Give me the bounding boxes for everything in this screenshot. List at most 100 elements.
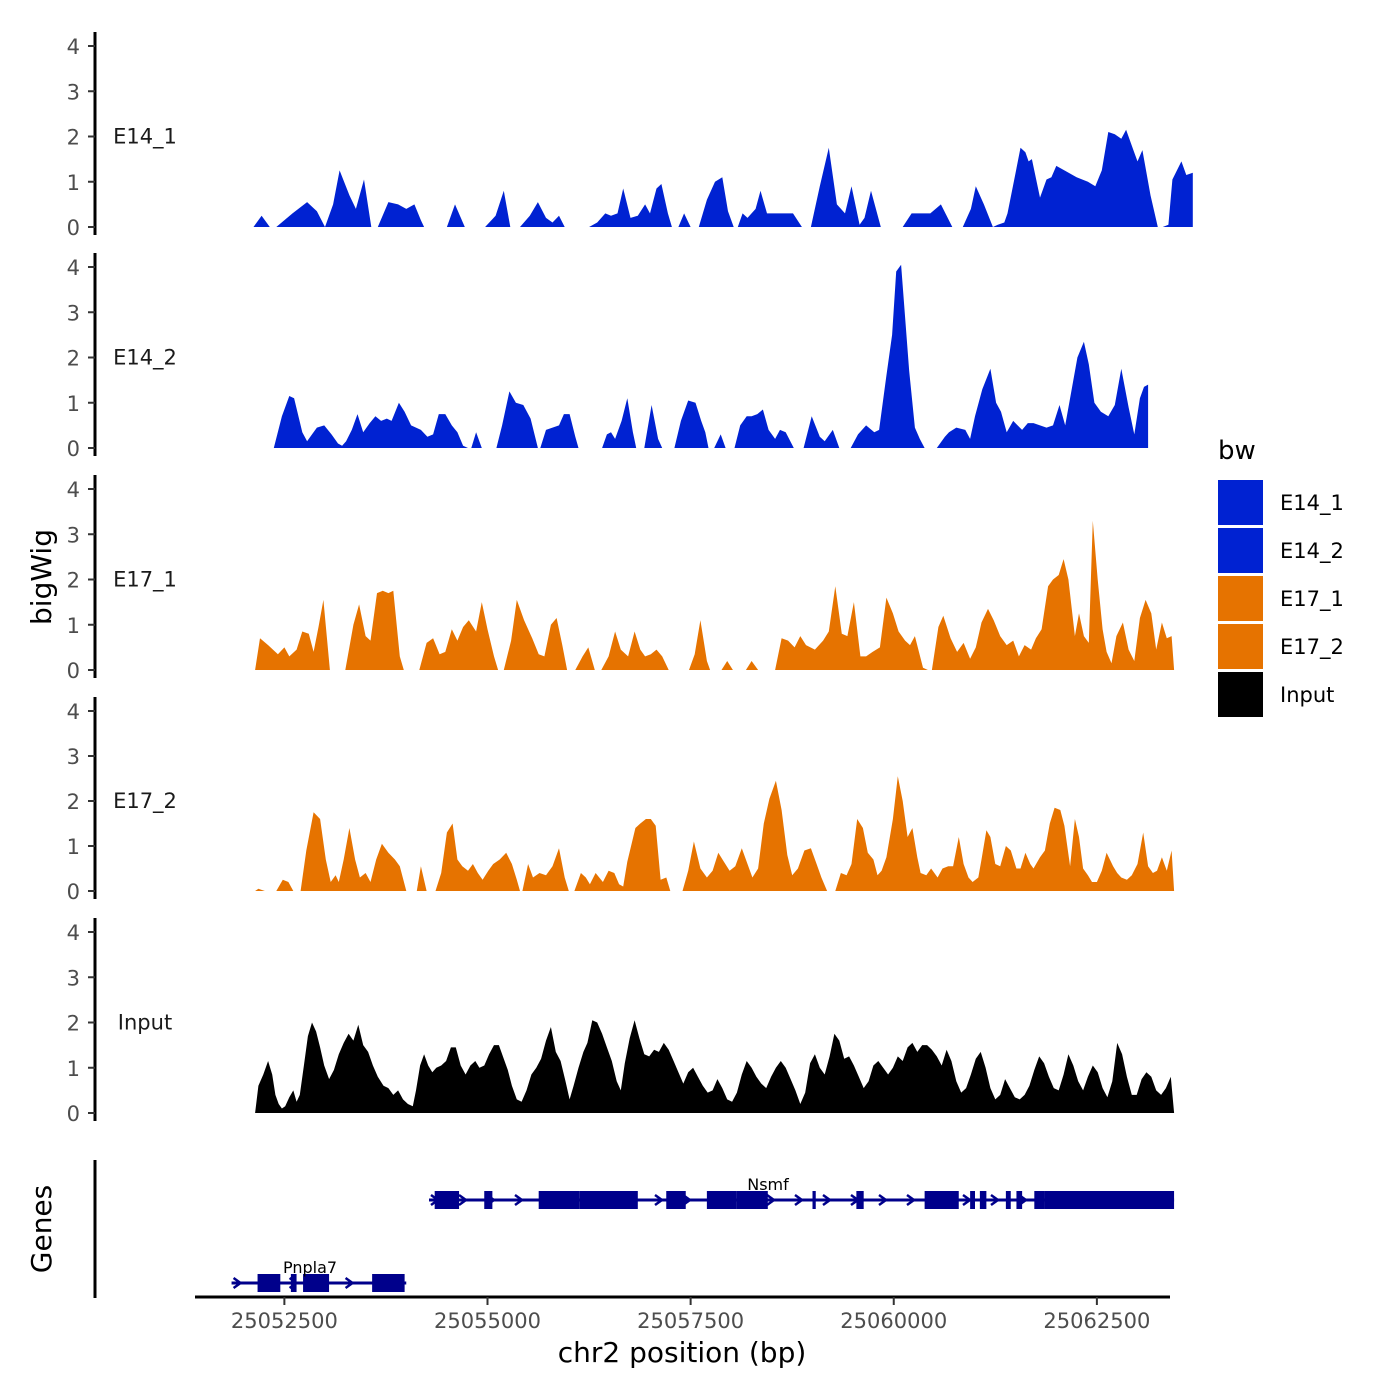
signal-area-E14_2 [273, 396, 468, 448]
signal-area-E17_2 [835, 776, 1175, 891]
x-tick-label: 25057500 [637, 1309, 744, 1333]
signal-tracks: 0 1 2 3 4 E14_1 0 1 2 3 4 E14_2 0 1 2 3 4 E17_1 0 1 2 3 4 E17_2… [67, 32, 1193, 1126]
y-tick-label: 1 [67, 1057, 80, 1081]
signal-area-Input [255, 1020, 1175, 1113]
signal-area-E17_1 [745, 661, 759, 670]
strand-arrow [878, 1193, 889, 1207]
y-tick-label: 1 [67, 614, 80, 638]
signal-area-E17_1 [601, 631, 669, 670]
y-tick-label: 2 [67, 347, 80, 371]
signal-area-E14_1 [1162, 161, 1193, 227]
gene-exon [812, 1191, 816, 1209]
gene-exon [579, 1191, 638, 1209]
signal-area-E14_1 [446, 204, 465, 227]
signal-area-E17_1 [689, 620, 711, 670]
signal-area-E14_1 [485, 190, 511, 227]
track-Input: 0 1 2 3 4 Input [67, 918, 1175, 1126]
gene-exon [706, 1191, 737, 1209]
track-E14_2: 0 1 2 3 4 E14_2 [67, 253, 1149, 461]
gene-exon [970, 1191, 975, 1209]
x-tick-label: 25062500 [1043, 1309, 1150, 1333]
signal-area-E14_1 [520, 202, 565, 227]
y-axis-title: bigWig [25, 529, 58, 625]
strand-arrow [458, 1193, 469, 1207]
gene-Pnpla7: Pnpla7 [231, 1258, 407, 1292]
signal-area-E14_1 [962, 129, 1158, 227]
track-E17_1: 0 1 2 3 4 E17_1 [67, 475, 1175, 683]
y-tick-label: 3 [67, 966, 80, 990]
x-tick-label: 25060000 [840, 1309, 947, 1333]
genes-axis-title: Genes [25, 1185, 58, 1273]
legend-swatch-E14_1 [1218, 480, 1263, 525]
y-tick-label: 4 [67, 256, 80, 280]
signal-area-E14_2 [674, 400, 709, 448]
signal-area-E14_2 [602, 398, 637, 448]
signal-area-E17_2 [416, 866, 427, 891]
y-tick-label: 3 [67, 745, 80, 769]
signal-area-E17_2 [300, 812, 407, 891]
signal-area-E17_1 [775, 586, 928, 670]
gene-exon [1034, 1191, 1045, 1209]
gene-exon [924, 1191, 959, 1209]
gene-exon [257, 1274, 281, 1292]
legend-label: E14_2 [1280, 539, 1344, 564]
signal-area-E14_1 [377, 202, 425, 227]
signal-area-E17_1 [255, 599, 330, 670]
signal-area-E17_2 [435, 823, 520, 891]
y-tick-label: 4 [67, 700, 80, 724]
track-label: Input [118, 1011, 172, 1035]
track-E17_2: 0 1 2 3 4 E17_2 [67, 697, 1175, 904]
legend-swatch-E17_2 [1218, 624, 1263, 669]
strand-arrow [906, 1193, 917, 1207]
gene-Nsmf: Nsmf [429, 1175, 1175, 1209]
y-tick-label: 0 [67, 216, 80, 240]
strand-arrow [822, 1193, 833, 1207]
gene-exon [290, 1274, 297, 1292]
gene-label: Nsmf [747, 1175, 789, 1194]
gene-label: Pnpla7 [283, 1258, 337, 1277]
y-tick-label: 4 [67, 921, 80, 945]
signal-area-E14_2 [936, 341, 1149, 448]
gene-exon [372, 1274, 405, 1292]
gene-exon [434, 1191, 460, 1209]
signal-area-E14_1 [276, 170, 372, 227]
y-tick-label: 0 [67, 880, 80, 904]
y-tick-label: 2 [67, 126, 80, 150]
signal-area-E14_2 [496, 391, 538, 448]
signal-area-E17_2 [255, 888, 265, 891]
signal-area-E14_1 [737, 190, 802, 227]
gene-track: Nsmf Pnpla7 [93, 1160, 1175, 1298]
signal-area-E17_2 [682, 780, 828, 891]
strand-arrow [794, 1193, 805, 1207]
strand-arrow [766, 1193, 777, 1207]
gene-exon [979, 1191, 987, 1209]
signal-area-E17_2 [276, 879, 294, 891]
signal-area-E17_2 [522, 848, 569, 891]
signal-area-E17_1 [575, 647, 595, 670]
track-E14_1: 0 1 2 3 4 E14_1 [67, 32, 1193, 240]
y-tick-label: 4 [67, 478, 80, 502]
signal-area-E14_1 [902, 204, 953, 227]
signal-area-E17_1 [503, 599, 568, 670]
strand-arrow [344, 1276, 355, 1290]
signal-area-E14_1 [253, 215, 270, 227]
y-tick-label: 3 [67, 523, 80, 547]
y-tick-label: 1 [67, 392, 80, 416]
signal-area-E14_2 [850, 264, 925, 448]
legend: bw E14_1 E14_2 E17_1 E17_2 Input [1218, 436, 1344, 717]
gene-exon [484, 1191, 493, 1209]
strand-arrow [990, 1193, 1001, 1207]
y-tick-label: 0 [67, 659, 80, 683]
gene-exon [303, 1274, 330, 1292]
y-tick-label: 4 [67, 35, 80, 59]
signal-area-E14_2 [644, 405, 663, 448]
gene-exon [1016, 1191, 1023, 1209]
signal-area-E17_1 [721, 661, 733, 670]
legend-label: E17_1 [1280, 587, 1344, 612]
gene-exon [1005, 1191, 1011, 1209]
y-tick-label: 1 [67, 835, 80, 859]
legend-swatch-E17_1 [1218, 576, 1263, 621]
legend-label: E17_2 [1280, 635, 1344, 660]
signal-area-E14_1 [678, 213, 691, 227]
gene-exon [1044, 1191, 1175, 1209]
